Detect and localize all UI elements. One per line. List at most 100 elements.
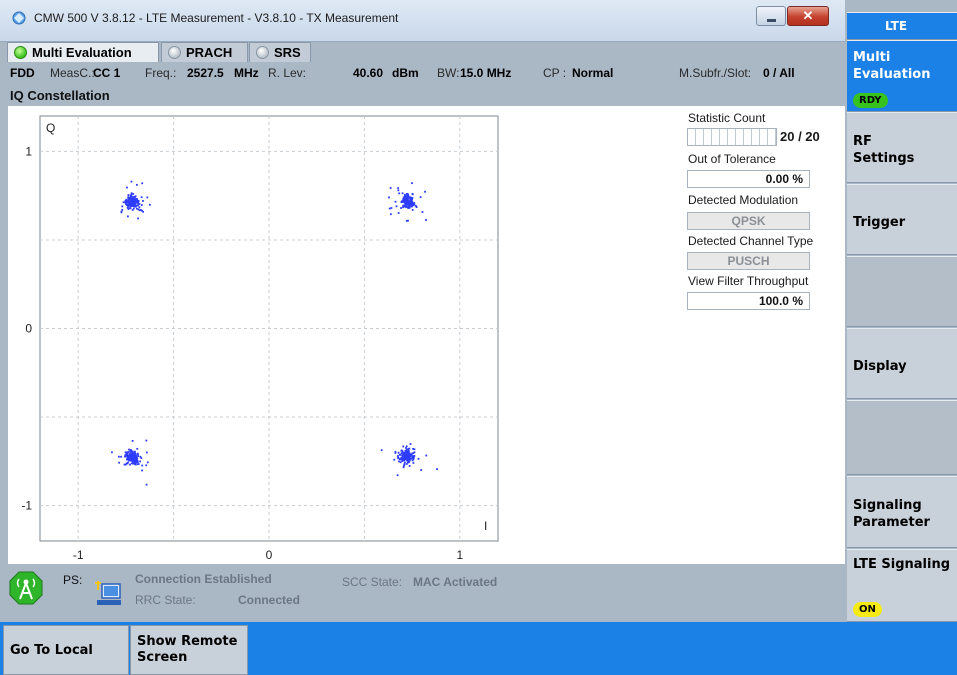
constellation-point <box>139 455 142 458</box>
out-of-tolerance-label: Out of Tolerance <box>688 152 776 166</box>
constellation-point <box>413 448 416 451</box>
constellation-point <box>138 203 141 205</box>
constellation-point <box>399 458 402 461</box>
constellation-point <box>141 209 143 212</box>
constellation-point <box>403 459 406 462</box>
constellation-point <box>405 452 408 454</box>
constellation-point <box>408 206 411 208</box>
constellation-point <box>398 460 400 463</box>
constellation-point <box>126 201 129 204</box>
constellation-point <box>403 463 406 466</box>
constellation-point <box>394 200 397 203</box>
constellation-point <box>142 200 144 202</box>
signaling-parameter-softkey[interactable]: Signaling Parameter <box>847 476 957 548</box>
on-badge: ON <box>853 602 882 617</box>
tab-srs[interactable]: SRS <box>249 42 311 62</box>
constellation-point <box>401 456 404 459</box>
constellation-point <box>131 209 134 211</box>
constellation-point <box>413 201 416 204</box>
constellation-point <box>131 440 134 442</box>
constellation-point <box>130 456 133 459</box>
constellation-point <box>135 207 138 210</box>
constellation-point <box>140 204 143 206</box>
constellation-point <box>130 462 133 465</box>
constellation-point <box>133 454 136 457</box>
constellation-point <box>129 203 132 206</box>
constellation-point <box>132 458 135 461</box>
constellation-point <box>425 219 427 221</box>
cp-label: CP : <box>543 66 567 80</box>
constellation-point <box>408 197 411 200</box>
trigger-softkey[interactable]: Trigger <box>847 184 957 255</box>
tab-prach[interactable]: PRACH <box>161 42 248 62</box>
constellation-point <box>396 474 399 477</box>
constellation-point <box>145 439 148 442</box>
constellation-point <box>405 447 407 449</box>
constellation-point <box>403 464 405 467</box>
close-button[interactable]: ✕ <box>787 6 829 26</box>
constellation-point <box>129 207 132 210</box>
connection-status: Connection Established <box>135 572 272 586</box>
msubfr-value: 0 / All <box>763 66 795 80</box>
constellation-point <box>403 200 406 203</box>
constellation-point <box>134 452 137 455</box>
multi-evaluation-softkey[interactable]: Multi Evaluation RDY <box>847 40 957 112</box>
constellation-point <box>407 450 410 453</box>
show-remote-screen-button[interactable]: Show Remote Screen <box>130 625 248 675</box>
x-tick-label: -1 <box>73 548 84 562</box>
constellation-point <box>140 209 142 211</box>
empty-softkey-1[interactable] <box>847 256 957 327</box>
rlev-label: R. Lev: <box>268 66 307 80</box>
tab-multi-evaluation[interactable]: Multi Evaluation <box>7 42 159 62</box>
lte-signaling-softkey[interactable]: LTE Signaling ON <box>847 549 957 622</box>
display-softkey[interactable]: Display <box>847 328 957 399</box>
constellation-point <box>417 457 420 460</box>
go-to-local-button[interactable]: Go To Local <box>3 625 129 675</box>
constellation-point <box>406 196 409 199</box>
constellation-point <box>425 454 428 457</box>
constellation-point <box>124 454 127 456</box>
antenna-signal-icon <box>9 571 43 605</box>
minimize-button[interactable] <box>756 6 786 26</box>
freq-unit: MHz <box>234 66 259 80</box>
constellation-point <box>411 459 414 462</box>
constellation-point <box>409 198 412 201</box>
constellation-point <box>137 202 140 204</box>
constellation-point <box>393 458 396 461</box>
computer-connection-icon <box>95 581 121 605</box>
constellation-point <box>424 190 426 193</box>
constellation-point <box>137 217 139 220</box>
constellation-point <box>129 194 132 197</box>
constellation-point <box>397 212 400 214</box>
y-tick-label: 0 <box>25 322 32 336</box>
empty-softkey-2[interactable] <box>847 400 957 475</box>
scc-state-value: MAC Activated <box>413 575 498 589</box>
tab-label: SRS <box>274 45 301 60</box>
rf-settings-softkey[interactable]: RF Settings <box>847 112 957 183</box>
constellation-point <box>410 197 413 200</box>
gray-led-icon <box>256 46 269 59</box>
constellation-point <box>394 452 397 454</box>
constellation-point <box>125 198 128 201</box>
constellation-point <box>132 207 135 210</box>
constellation-point <box>123 463 126 466</box>
constellation-point <box>404 461 406 464</box>
constellation-point <box>132 193 135 195</box>
constellation-point <box>127 454 130 457</box>
constellation-point <box>130 193 133 196</box>
gray-led-icon <box>168 46 181 59</box>
constellation-point <box>409 443 412 445</box>
constellation-point <box>135 200 138 203</box>
tab-label: Multi Evaluation <box>32 45 132 60</box>
constellation-point <box>126 199 128 202</box>
constellation-point <box>405 219 408 222</box>
constellation-point <box>136 447 139 450</box>
measc-label: MeasC.: <box>50 66 95 80</box>
bw-label: BW: <box>437 66 460 80</box>
detected-channel-type-value: PUSCH <box>687 252 810 270</box>
constellation-point <box>132 199 135 202</box>
constellation-point <box>111 451 113 454</box>
constellation-point <box>397 187 400 189</box>
app-icon <box>12 11 26 25</box>
constellation-point <box>380 449 383 452</box>
